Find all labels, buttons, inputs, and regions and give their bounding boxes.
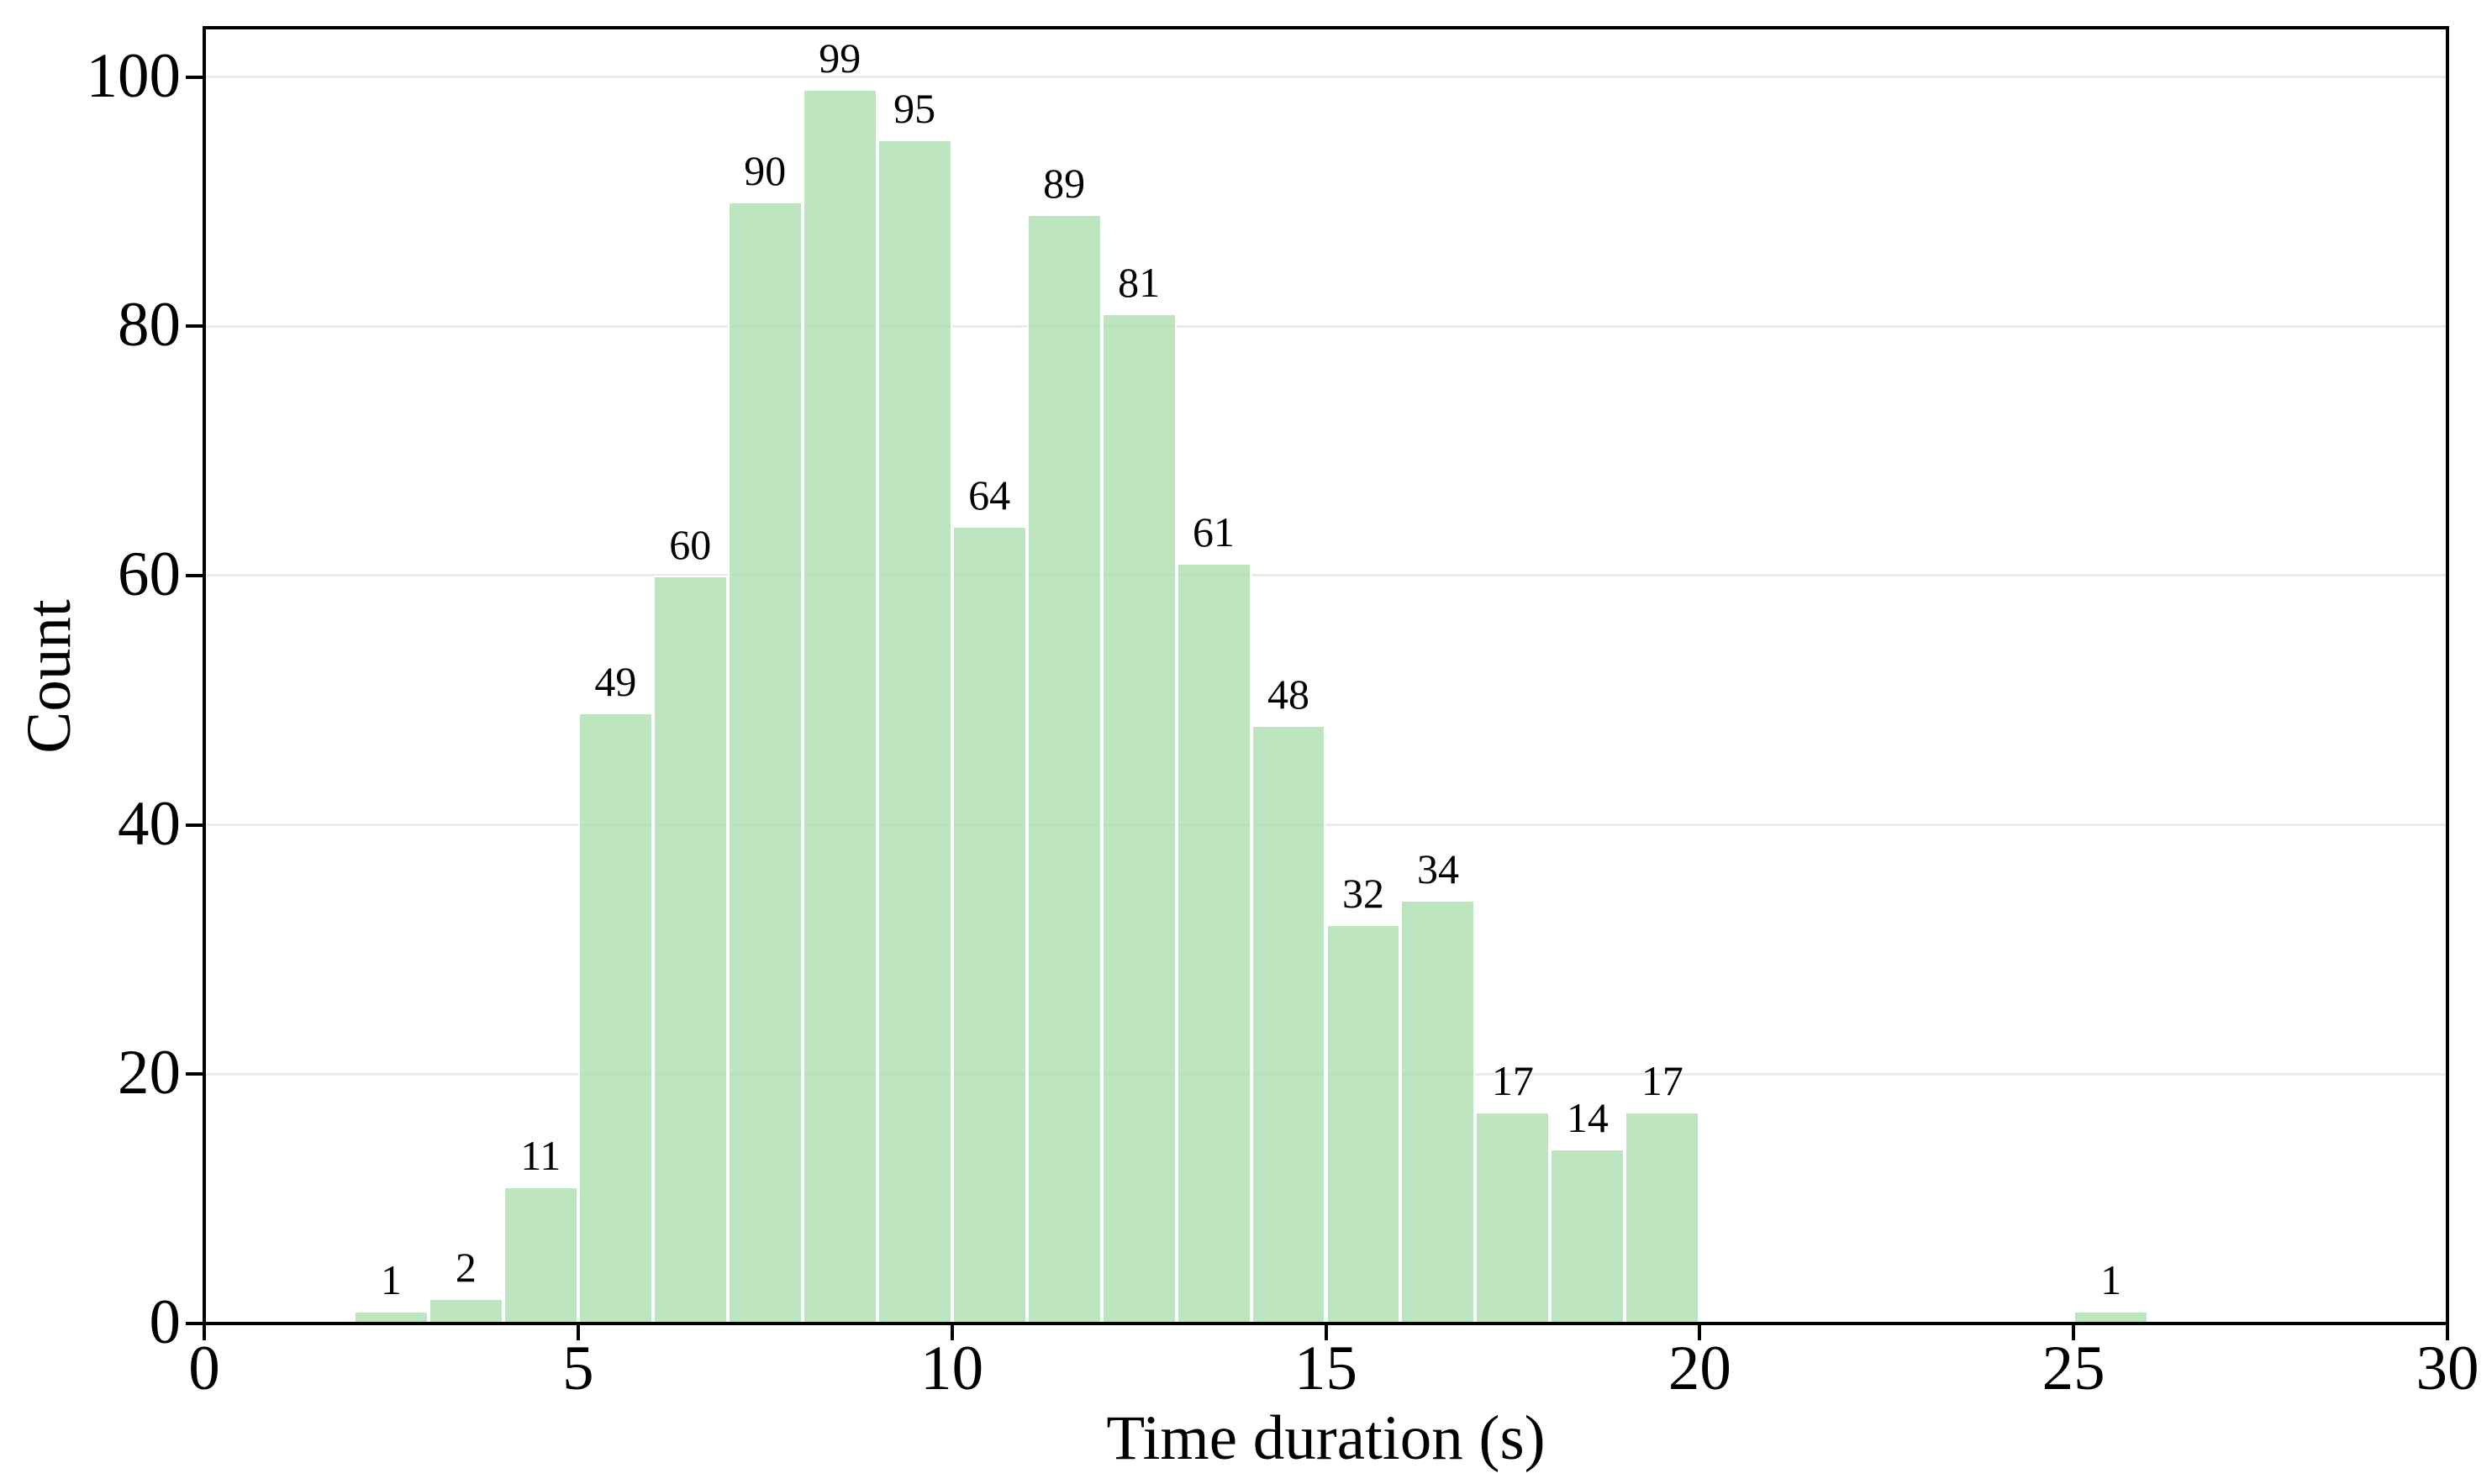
x-tick-mark	[2446, 1323, 2449, 1340]
bar-value-label: 49	[594, 658, 637, 706]
bar-value-label: 11	[520, 1131, 561, 1179]
histogram-bar	[1550, 1149, 1625, 1323]
bar-value-label: 1	[2100, 1256, 2122, 1304]
histogram-bar	[503, 1186, 578, 1323]
bar-value-label: 1	[380, 1256, 402, 1304]
histogram-bar	[2073, 1311, 2149, 1323]
x-tick-mark	[1324, 1323, 1328, 1340]
histogram-bar	[1400, 899, 1476, 1323]
x-tick-mark	[1698, 1323, 1702, 1340]
y-tick-label: 0	[149, 1287, 182, 1357]
y-gridline	[206, 76, 2446, 79]
x-tick-mark	[203, 1323, 206, 1340]
bar-value-label: 95	[893, 84, 936, 132]
y-gridline	[206, 324, 2446, 328]
histogram-bar	[428, 1298, 503, 1323]
histogram-bar	[1475, 1111, 1551, 1323]
bar-value-label: 61	[1193, 508, 1235, 556]
y-tick-label: 20	[118, 1038, 181, 1108]
histogram-bar	[727, 201, 803, 1323]
x-tick-label: 20	[1667, 1334, 1731, 1403]
histogram-bar	[1325, 924, 1401, 1323]
bar-value-label: 32	[1341, 870, 1384, 918]
x-tick-label: 10	[920, 1334, 984, 1403]
y-tick-mark	[186, 1322, 203, 1325]
bar-value-label: 48	[1267, 670, 1310, 718]
bar-value-label: 64	[968, 471, 1011, 518]
histogram-bar	[1625, 1111, 1700, 1323]
histogram-bar	[652, 575, 728, 1323]
bar-value-label: 89	[1043, 159, 1086, 207]
histogram-bar	[1251, 724, 1326, 1323]
y-axis-label: Count	[14, 599, 84, 754]
y-tick-mark	[186, 75, 203, 79]
x-axis-label: Time duration (s)	[1106, 1403, 1546, 1473]
y-gridline	[206, 574, 2446, 577]
x-tick-label: 0	[188, 1334, 220, 1403]
bar-value-label: 2	[455, 1244, 477, 1292]
bar-value-label: 81	[1118, 259, 1161, 307]
x-tick-mark	[950, 1323, 954, 1340]
y-tick-label: 60	[118, 539, 181, 609]
y-tick-mark	[186, 823, 203, 827]
bar-value-label: 60	[669, 520, 712, 568]
x-tick-mark	[576, 1323, 580, 1340]
x-tick-label: 25	[2042, 1334, 2105, 1403]
x-tick-mark	[2072, 1323, 2076, 1340]
bar-value-label: 90	[744, 146, 787, 194]
histogram-bar	[1176, 563, 1251, 1323]
y-tick-mark	[186, 324, 203, 329]
bar-value-label: 34	[1416, 845, 1459, 892]
histogram-bar	[802, 89, 877, 1323]
bar-value-label: 14	[1566, 1094, 1609, 1142]
bar-value-label: 17	[1641, 1056, 1683, 1104]
y-tick-label: 80	[118, 290, 181, 360]
histogram-bar	[951, 525, 1027, 1323]
histogram-bar	[353, 1311, 429, 1323]
y-tick-label: 100	[86, 40, 182, 111]
x-tick-label: 30	[2416, 1334, 2479, 1403]
bar-value-label: 99	[819, 34, 861, 82]
x-tick-label: 15	[1294, 1334, 1357, 1403]
histogram-bar	[577, 713, 653, 1323]
histogram-bar	[1101, 313, 1177, 1323]
y-tick-label: 40	[118, 788, 181, 859]
histogram-bar	[877, 139, 952, 1323]
y-gridline	[206, 824, 2446, 827]
histogram-bar	[1026, 213, 1102, 1323]
x-tick-label: 5	[562, 1334, 594, 1403]
bar-value-label: 17	[1491, 1056, 1534, 1104]
y-tick-mark	[186, 1072, 203, 1076]
y-tick-mark	[186, 573, 203, 577]
